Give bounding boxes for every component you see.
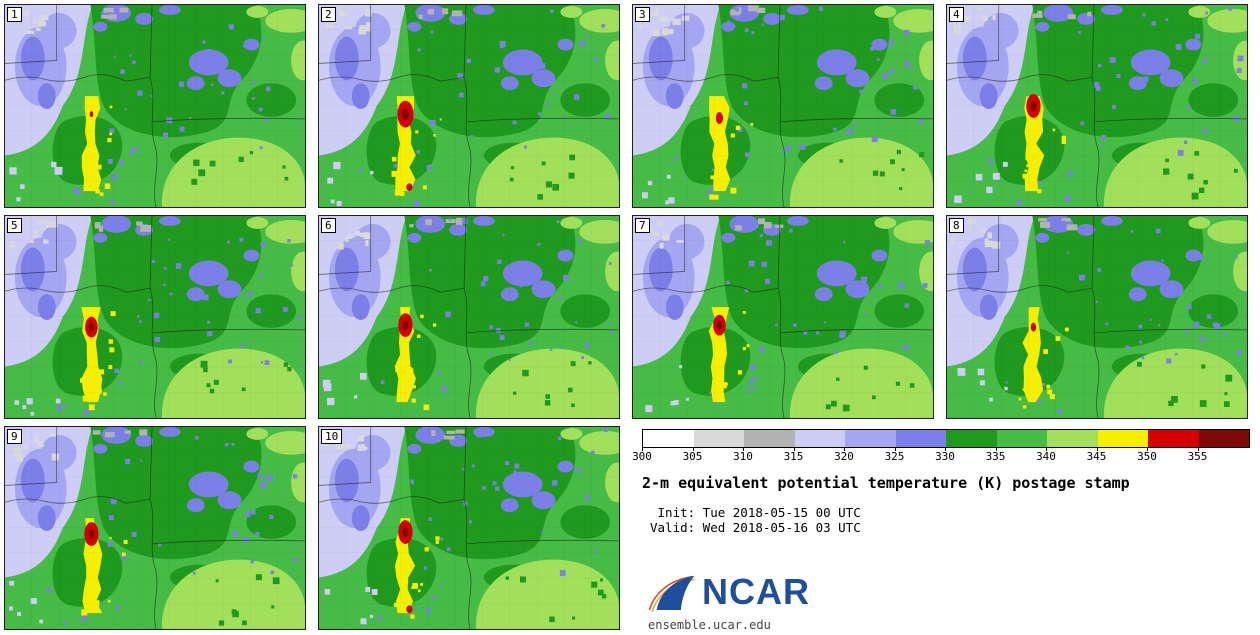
- colorbar-tick-label: 310: [733, 450, 753, 463]
- ensemble-panel: 3: [632, 4, 934, 208]
- colorbar-tick-label: 325: [884, 450, 905, 463]
- colorbar-segment: [895, 430, 946, 447]
- ensemble-panel: 8: [946, 215, 1248, 419]
- colorbar-segment: [643, 430, 694, 447]
- ensemble-panel: 7: [632, 215, 934, 419]
- theta-e-map: [319, 427, 619, 629]
- ensemble-panel: 1: [4, 4, 306, 208]
- plot-title: 2-m equivalent potential temperature (K)…: [642, 474, 1130, 492]
- panel-number-badge: 9: [7, 429, 22, 444]
- site-url: ensemble.ucar.edu: [648, 618, 771, 632]
- colorbar-tick: [1147, 447, 1148, 451]
- colorbar-segment: [996, 430, 1047, 447]
- init-time: Init: Tue 2018-05-15 00 UTC: [650, 505, 861, 520]
- ensemble-panel: 4: [946, 4, 1248, 208]
- theta-e-map: [319, 5, 619, 207]
- ensemble-panel: 6: [318, 215, 620, 419]
- theta-e-map: [5, 216, 305, 418]
- ensemble-panel: 5: [4, 215, 306, 419]
- colorbar-segment: [693, 430, 744, 447]
- theta-e-map: [633, 5, 933, 207]
- colorbar-tick: [1197, 447, 1199, 451]
- colorbar-tick: [692, 447, 694, 451]
- colorbar-tick-label: 340: [1036, 450, 1056, 463]
- colorbar-segment: [1097, 430, 1148, 447]
- panel-number-badge: 5: [7, 218, 22, 233]
- ncar-logo: NCAR: [644, 568, 810, 616]
- theta-e-map: [947, 5, 1247, 207]
- legend-area: 300 305 310 315 320 325 330 335 340 345 350 355 2-m…: [632, 426, 1254, 635]
- colorbar-segment: [845, 430, 896, 447]
- colorbar-tick: [793, 447, 795, 451]
- colorbar-segment: [794, 430, 845, 447]
- panel-number-badge: 1: [7, 7, 22, 22]
- colorbar-tick-label: 320: [834, 450, 854, 463]
- colorbar-segment: [1198, 430, 1249, 447]
- panel-number-badge: 4: [949, 7, 964, 22]
- ensemble-panel: 9: [4, 426, 306, 630]
- colorbar: [642, 429, 1250, 448]
- panel-number-badge: 3: [635, 7, 650, 22]
- ensemble-panel: 10: [318, 426, 620, 630]
- panel-number-badge: 10: [321, 429, 343, 444]
- theta-e-map: [947, 216, 1247, 418]
- colorbar-tick-label: 300: [632, 450, 652, 463]
- panel-number-badge: 2: [321, 7, 336, 22]
- colorbar-tick: [642, 447, 643, 451]
- colorbar-tick: [1096, 447, 1098, 451]
- ensemble-panel: 2: [318, 4, 620, 208]
- colorbar-tick: [743, 447, 744, 451]
- colorbar-tick-labels: 300 305 310 315 320 325 330 335 340 345 350 355: [632, 447, 1248, 465]
- ncar-logo-icon: [648, 575, 695, 613]
- colorbar-tick-label: 350: [1137, 450, 1157, 463]
- panel-number-badge: 7: [635, 218, 650, 233]
- colorbar-tick: [995, 447, 997, 451]
- colorbar-tick: [894, 447, 896, 451]
- colorbar-segment: [946, 430, 997, 447]
- colorbar-tick-label: 315: [783, 450, 804, 463]
- theta-e-map: [5, 427, 305, 629]
- colorbar-segment: [744, 430, 795, 447]
- panel-number-badge: 8: [949, 218, 964, 233]
- colorbar-segment: [1047, 430, 1098, 447]
- colorbar-tick-label: 330: [935, 450, 955, 463]
- colorbar-segment: [1148, 430, 1199, 447]
- panel-number-badge: 6: [321, 218, 336, 233]
- theta-e-map: [633, 216, 933, 418]
- colorbar-tick-label: 345: [1086, 450, 1107, 463]
- theta-e-map: [319, 216, 619, 418]
- colorbar-tick-label: 335: [985, 450, 1006, 463]
- colorbar-tick: [844, 447, 845, 451]
- colorbar-tick-label: 305: [682, 450, 703, 463]
- ncar-logo-text: NCAR: [702, 571, 810, 612]
- colorbar-tick: [1046, 447, 1047, 451]
- colorbar-tick-label: 355: [1187, 450, 1208, 463]
- theta-e-map: [5, 5, 305, 207]
- valid-time: Valid: Wed 2018-05-16 03 UTC: [650, 520, 861, 535]
- colorbar-tick: [945, 447, 946, 451]
